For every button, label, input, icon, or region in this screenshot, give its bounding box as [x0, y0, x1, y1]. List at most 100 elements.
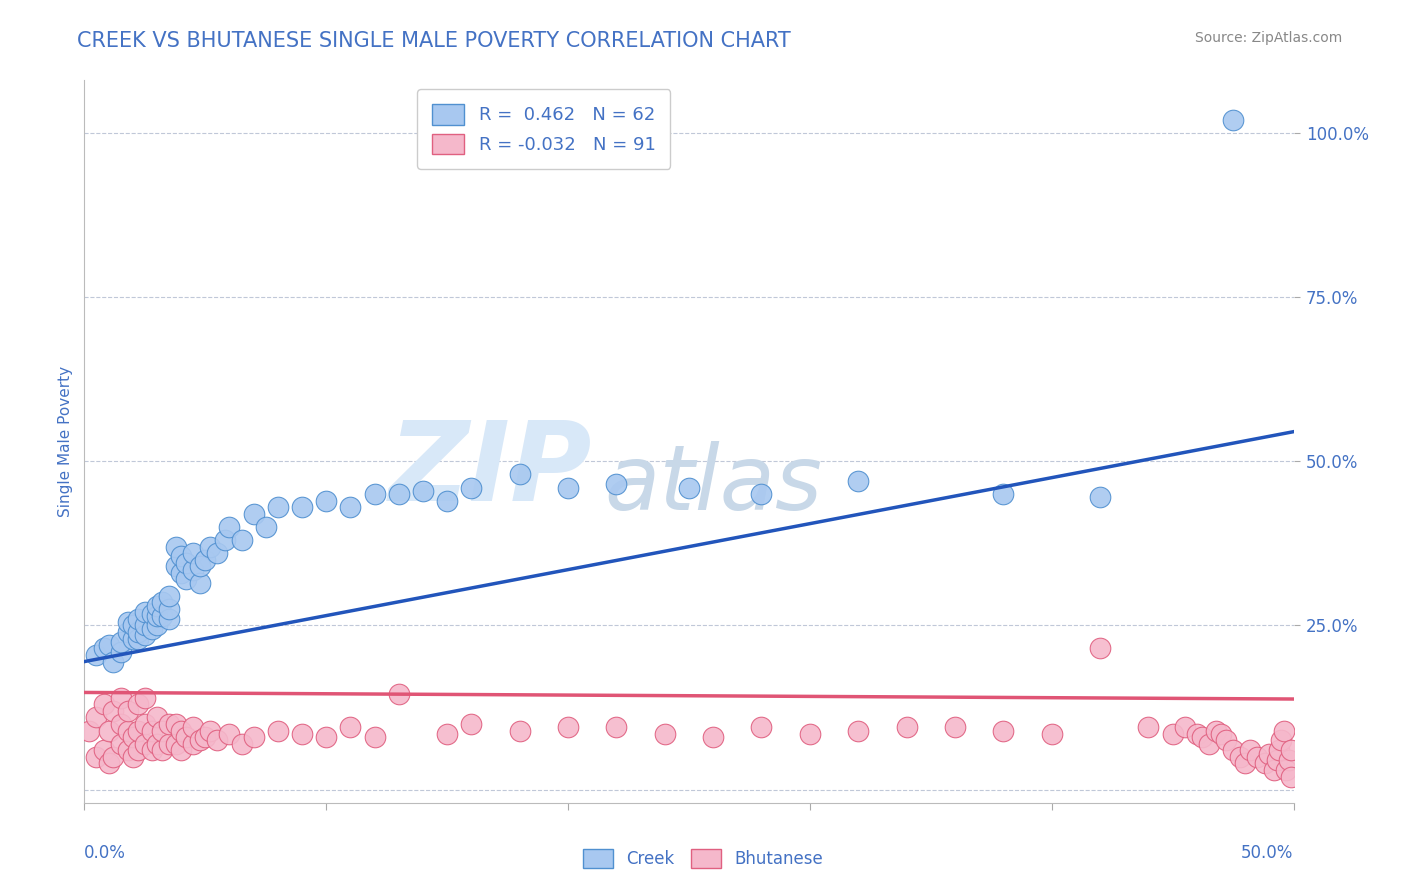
- Point: [174, 556, 197, 570]
- Point: [93, 641, 115, 656]
- Point: [190, 575, 212, 590]
- Point: [146, 710, 169, 724]
- Point: [291, 500, 314, 515]
- Point: [165, 559, 187, 574]
- Point: [146, 599, 169, 613]
- Point: [117, 704, 139, 718]
- Point: [315, 730, 337, 744]
- Point: [110, 737, 132, 751]
- Point: [127, 632, 149, 646]
- Point: [146, 608, 169, 623]
- Point: [1222, 743, 1244, 757]
- Point: [460, 481, 482, 495]
- Point: [1088, 641, 1111, 656]
- Point: [127, 723, 149, 738]
- Point: [1246, 749, 1268, 764]
- Point: [157, 612, 180, 626]
- Point: [181, 563, 204, 577]
- Point: [110, 717, 132, 731]
- Point: [141, 723, 163, 738]
- Point: [1279, 743, 1302, 757]
- Point: [509, 467, 531, 482]
- Point: [254, 520, 277, 534]
- Point: [1272, 723, 1295, 738]
- Point: [150, 595, 173, 609]
- Point: [150, 743, 173, 757]
- Point: [242, 507, 264, 521]
- Point: [194, 553, 217, 567]
- Point: [127, 612, 149, 626]
- Point: [181, 546, 204, 560]
- Point: [218, 520, 240, 534]
- Point: [157, 717, 180, 731]
- Point: [127, 625, 149, 640]
- Point: [181, 720, 204, 734]
- Point: [1185, 727, 1208, 741]
- Point: [1174, 720, 1197, 734]
- Point: [1275, 763, 1298, 777]
- Point: [190, 559, 212, 574]
- Point: [141, 607, 163, 621]
- Point: [165, 717, 187, 731]
- Point: [388, 487, 411, 501]
- Point: [117, 723, 139, 738]
- Point: [702, 730, 724, 744]
- Point: [1263, 763, 1285, 777]
- Point: [1209, 727, 1232, 741]
- Point: [1161, 727, 1184, 741]
- Legend: Creek, Bhutanese: Creek, Bhutanese: [576, 842, 830, 875]
- Point: [103, 704, 125, 718]
- Point: [134, 605, 156, 619]
- Point: [165, 540, 187, 554]
- Point: [799, 727, 821, 741]
- Point: [943, 720, 966, 734]
- Point: [846, 723, 869, 738]
- Point: [1040, 727, 1063, 741]
- Point: [436, 493, 458, 508]
- Point: [181, 737, 204, 751]
- Text: Source: ZipAtlas.com: Source: ZipAtlas.com: [1195, 31, 1343, 45]
- Point: [77, 723, 100, 738]
- Point: [267, 723, 290, 738]
- Point: [993, 723, 1015, 738]
- Point: [1253, 756, 1275, 771]
- Y-axis label: Single Male Poverty: Single Male Poverty: [58, 366, 73, 517]
- Point: [846, 474, 869, 488]
- Point: [896, 720, 918, 734]
- Point: [134, 628, 156, 642]
- Point: [363, 487, 385, 501]
- Point: [198, 723, 221, 738]
- Point: [412, 483, 434, 498]
- Point: [174, 730, 197, 744]
- Text: 50.0%: 50.0%: [1241, 845, 1294, 863]
- Point: [751, 720, 773, 734]
- Point: [1205, 723, 1227, 738]
- Point: [103, 655, 125, 669]
- Point: [97, 756, 120, 771]
- Point: [1222, 112, 1244, 127]
- Point: [1268, 743, 1291, 757]
- Point: [157, 602, 180, 616]
- Point: [121, 632, 143, 646]
- Point: [86, 710, 108, 724]
- Point: [127, 698, 149, 712]
- Point: [218, 727, 240, 741]
- Point: [1215, 733, 1237, 747]
- Point: [267, 500, 290, 515]
- Point: [103, 749, 125, 764]
- Point: [1234, 756, 1257, 771]
- Point: [117, 743, 139, 757]
- Point: [509, 723, 531, 738]
- Point: [134, 717, 156, 731]
- Text: ZIP: ZIP: [388, 417, 592, 524]
- Point: [165, 737, 187, 751]
- Point: [993, 487, 1015, 501]
- Point: [127, 743, 149, 757]
- Point: [1137, 720, 1160, 734]
- Point: [170, 549, 193, 564]
- Point: [134, 737, 156, 751]
- Point: [1265, 753, 1288, 767]
- Point: [174, 573, 197, 587]
- Point: [339, 720, 361, 734]
- Point: [157, 737, 180, 751]
